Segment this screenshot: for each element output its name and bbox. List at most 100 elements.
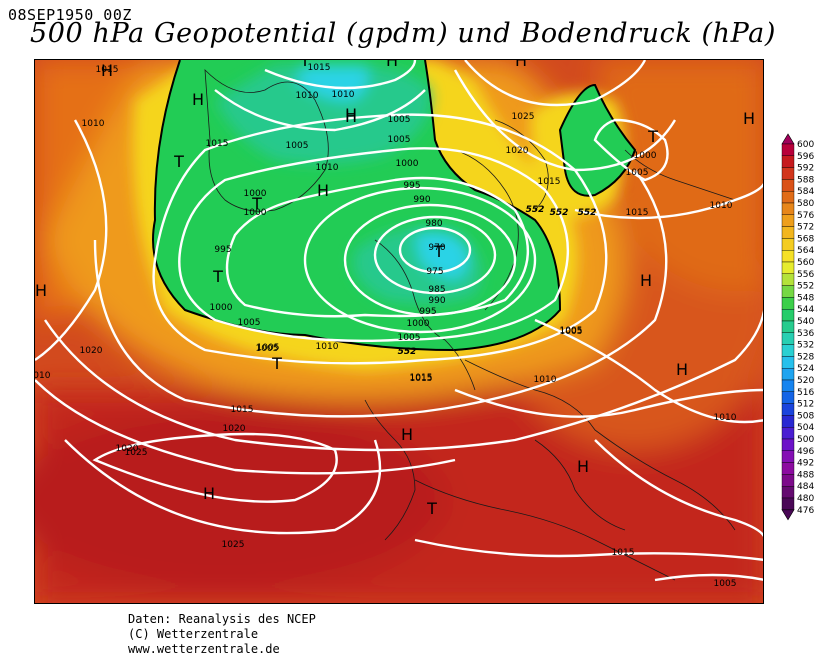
isobar-label: 1000: [407, 319, 430, 329]
map-title: 500 hPa Geopotential (gpdm) und Bodendru…: [30, 18, 776, 49]
legend-label: 480: [797, 494, 814, 504]
legend-label: 588: [797, 175, 814, 185]
legend-swatch: [781, 226, 795, 239]
legend-label: 484: [797, 482, 814, 492]
legend-label: 476: [797, 506, 814, 516]
legend-label: 496: [797, 447, 814, 457]
legend-label: 524: [797, 364, 814, 374]
legend-label: 568: [797, 234, 814, 244]
pressure-center: H: [577, 457, 589, 476]
pressure-centers: H H H T H T T T T H H H H H H H T H H T …: [35, 60, 755, 518]
isobar-label: 985: [428, 285, 445, 295]
pressure-center: H: [192, 90, 204, 109]
legend-swatch: [781, 261, 795, 275]
pressure-center: H: [515, 60, 527, 70]
isobar-label: 995: [214, 245, 231, 255]
isobar-label: 1005: [257, 343, 280, 353]
weather-map: H H H T H T T T T H H H H H H H T H H T …: [34, 59, 764, 604]
legend-label: 572: [797, 223, 814, 233]
isobar-label: 980: [425, 219, 442, 229]
pressure-center: T: [299, 60, 310, 70]
isobar-label: 1000: [244, 189, 267, 199]
legend-swatch: [781, 202, 795, 216]
legend-label: 536: [797, 329, 814, 339]
footer-data-source: Daten: Reanalysis des NCEP: [128, 612, 316, 626]
isobar-label: 1010: [35, 371, 51, 381]
pressure-center: H: [35, 281, 47, 300]
legend-swatch: [781, 308, 795, 322]
legend-label: 596: [797, 152, 814, 162]
legend-label: 508: [797, 411, 814, 421]
pressure-center: T: [212, 267, 223, 286]
legend-swatch: [781, 438, 795, 452]
isobar-label: 995: [419, 307, 436, 317]
pressure-center: H: [203, 484, 215, 503]
isobar-label: 1015: [308, 63, 331, 73]
isobar-label: 1005: [256, 344, 279, 354]
isobar-label: 1025: [512, 112, 535, 122]
isobar-label: 1005: [560, 327, 583, 337]
isobar-label: 1010: [710, 201, 733, 211]
isobar-label: 1015: [231, 405, 254, 415]
legend-swatch: [781, 155, 795, 168]
legend-swatch: [781, 214, 795, 227]
legend-label: 504: [797, 423, 814, 433]
geopotential-label: 552: [526, 205, 545, 215]
isobar-label: 1000: [396, 159, 419, 169]
geopotential-label: 552: [550, 208, 569, 218]
legend-swatch: [781, 497, 795, 511]
isobar-label: 990: [428, 296, 445, 306]
legend-swatch: [781, 167, 795, 180]
isobar-label: 1000: [210, 303, 233, 313]
pressure-center: H: [401, 425, 413, 444]
legend-swatch: [781, 486, 795, 499]
isobar-label: 1010: [296, 91, 319, 101]
legend-label: 488: [797, 470, 814, 480]
pressure-center: H: [676, 360, 688, 379]
pressure-center: T: [433, 242, 444, 261]
legend-label: 600: [797, 140, 814, 150]
isobar-label: 1005: [388, 115, 411, 125]
legend-label: 512: [797, 400, 814, 410]
isobar-label: 1015: [612, 548, 635, 558]
isobar-label: 995: [403, 181, 420, 191]
legend-label: 564: [797, 246, 814, 256]
legend-swatch: [781, 356, 795, 369]
legend-swatch: [781, 179, 795, 192]
legend-label: 516: [797, 388, 814, 398]
legend-label: 500: [797, 435, 814, 445]
isobar-label: 1020: [223, 424, 246, 434]
isobar-label: 1015: [410, 374, 433, 384]
isobar-label: 1025: [222, 540, 245, 550]
isobar-label: 1005: [286, 141, 309, 151]
pressure-center: H: [640, 271, 652, 290]
isobar-label: 1015: [410, 373, 433, 383]
legend-label: 552: [797, 282, 814, 292]
legend-bottom-arrow: [781, 509, 795, 521]
legend-swatch: [781, 320, 795, 334]
legend-swatch: [781, 249, 795, 263]
isobar-label: 1015: [626, 208, 649, 218]
isobar-label: 1010: [82, 119, 105, 129]
isobars: [35, 60, 763, 582]
color-legend: 600 596 592 588 584 580 576 572 568 564 560 556 552 5…: [780, 132, 820, 532]
legend-swatch: [781, 474, 795, 487]
legend-swatch: [781, 143, 795, 157]
isobar-label: 1000: [634, 151, 657, 161]
pressure-center: T: [173, 152, 184, 171]
pressure-center: H: [345, 105, 357, 124]
isobar-label: 1010: [332, 90, 355, 100]
legend-swatch: [781, 462, 795, 475]
isobar-label: 990: [413, 195, 430, 205]
isobar-label: 975: [426, 267, 443, 277]
legend-label: 544: [797, 305, 814, 315]
pressure-center: H: [386, 60, 398, 70]
geopotential-label: 552: [578, 208, 597, 218]
legend-swatch: [781, 297, 795, 310]
legend-swatch: [781, 344, 795, 357]
isobar-label: 1005: [714, 579, 737, 589]
legend-label: 584: [797, 187, 814, 197]
isobar-label: 1005: [238, 318, 261, 328]
isobar-label: 1010: [534, 375, 557, 385]
color-legend-bar: 6005965925885845805765725685645605565525…: [781, 133, 814, 521]
